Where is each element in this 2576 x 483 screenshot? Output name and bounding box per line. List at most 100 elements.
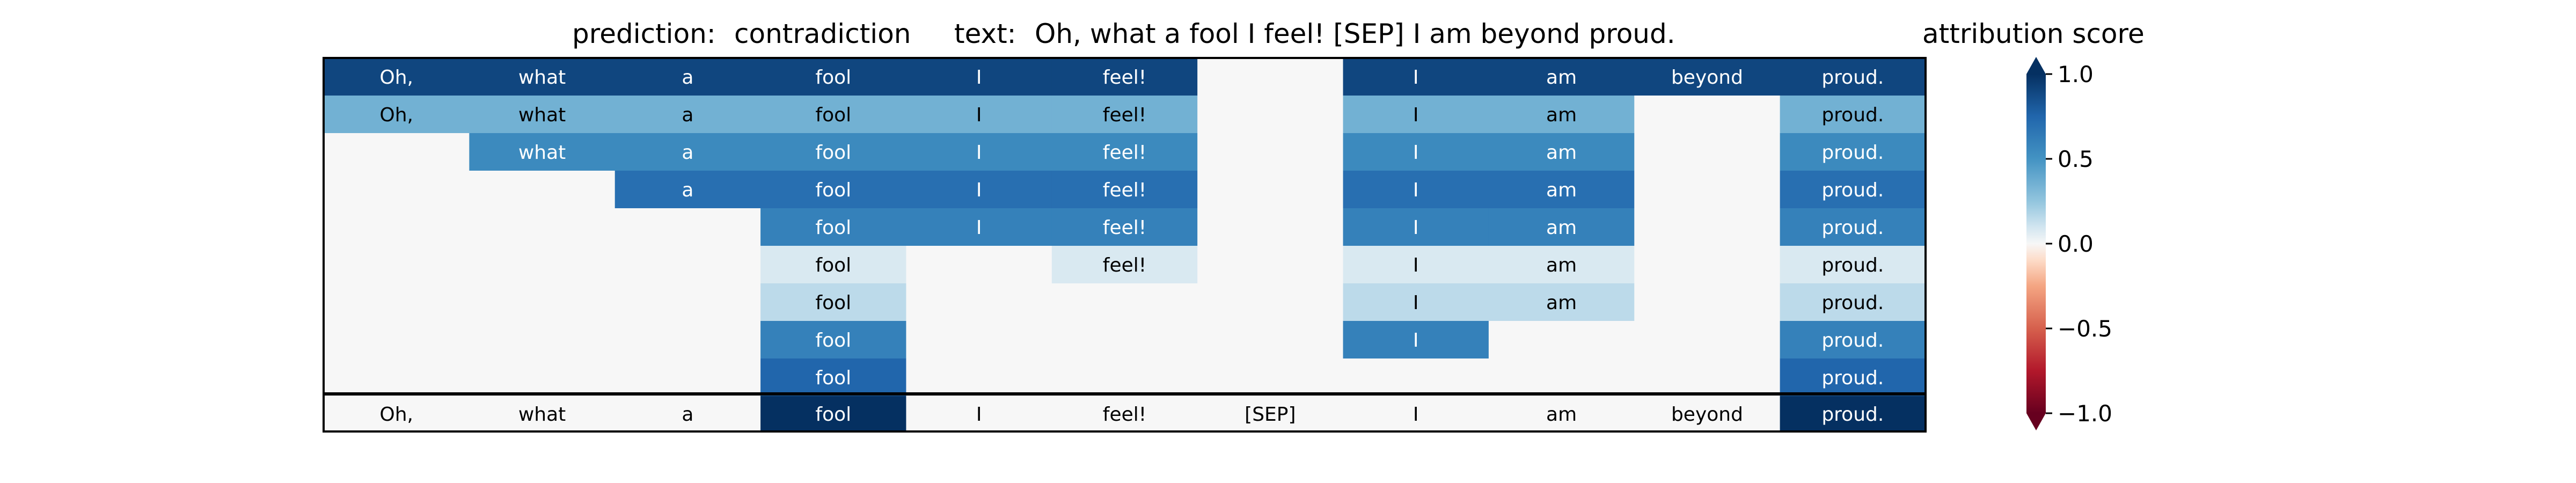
colorbar-tick-label-1: 0.5: [2058, 146, 2094, 172]
heatmap-cell-r1-c9: [1634, 96, 1781, 134]
heatmap-cell-r6-c1: [469, 283, 616, 321]
heatmap-cell-r5-c7: [1343, 246, 1489, 284]
heatmap-cell-r5-c2: [614, 246, 761, 284]
token-label-r0-c9: beyond: [1671, 67, 1743, 89]
heatmap-cell-r4-c0: [324, 208, 470, 246]
heatmap-cell-r1-c5: [1051, 96, 1198, 134]
heatmap-cell-r9-c0: [324, 396, 470, 432]
token-label-r4-c7: I: [1413, 217, 1419, 239]
token-label-r2-c5: feel!: [1103, 142, 1146, 164]
heatmap-cell-r5-c3: [760, 246, 907, 284]
token-label-r5-c5: feel!: [1103, 254, 1146, 276]
heatmap-cell-r5-c0: [324, 246, 470, 284]
token-label-r8-c3: fool: [815, 367, 851, 389]
heatmap-cell-r9-c4: [906, 396, 1052, 432]
token-label-r9-c6: [SEP]: [1245, 404, 1296, 426]
heatmap-cell-r1-c3: [760, 96, 907, 134]
token-label-r4-c4: I: [976, 217, 982, 239]
heatmap-cell-r6-c7: [1343, 283, 1489, 321]
heatmap-cell-r9-c2: [614, 396, 761, 432]
token-label-r6-c10: proud.: [1821, 292, 1884, 314]
token-label-r1-c3: fool: [815, 104, 851, 126]
token-label-r3-c8: am: [1546, 179, 1577, 201]
token-label-r0-c10: proud.: [1821, 67, 1884, 89]
heatmap-cell-r7-c9: [1634, 321, 1781, 359]
heatmap-cell-r0-c0: [324, 58, 470, 96]
heatmap-cell-r2-c0: [324, 133, 470, 171]
heatmap-cell-r4-c6: [1197, 208, 1344, 246]
heatmap-cell-r5-c1: [469, 246, 616, 284]
token-label-r9-c1: what: [518, 404, 566, 426]
token-label-r9-c10: proud.: [1821, 404, 1884, 426]
heatmap-cell-r6-c6: [1197, 283, 1344, 321]
token-label-r5-c10: proud.: [1821, 254, 1884, 276]
token-label-r6-c3: fool: [815, 292, 851, 314]
heatmap-cell-r4-c2: [614, 208, 761, 246]
heatmap-cell-r6-c10: [1780, 283, 1926, 321]
heatmap-cell-r2-c4: [906, 133, 1052, 171]
heatmap-cell-r3-c5: [1051, 171, 1198, 209]
heatmap-cell-r1-c0: [324, 96, 470, 134]
token-label-r9-c3: fool: [815, 404, 851, 426]
heatmap-cell-r9-c8: [1488, 396, 1635, 432]
token-label-r4-c8: am: [1546, 217, 1577, 239]
heatmap-cell-r7-c10: [1780, 321, 1926, 359]
heatmap-cell-r5-c6: [1197, 246, 1344, 284]
heatmap-cell-r1-c2: [614, 96, 761, 134]
token-label-r2-c8: am: [1546, 142, 1577, 164]
colorbar-ticks: 1.0 0.5 0.0 −0.5 −1.0: [2046, 61, 2112, 427]
heatmap-cell-r2-c8: [1488, 133, 1635, 171]
token-label-r5-c7: I: [1413, 254, 1419, 276]
token-label-r7-c3: fool: [815, 330, 851, 352]
text-prefix: text:: [954, 18, 1016, 49]
token-label-r3-c3: fool: [815, 179, 851, 201]
heatmap-cell-r5-c9: [1634, 246, 1781, 284]
heatmap-cell-r6-c8: [1488, 283, 1635, 321]
token-label-r5-c3: fool: [815, 254, 851, 276]
heatmap-cell-r7-c5: [1051, 321, 1198, 359]
heatmap-cell-r8-c5: [1051, 358, 1198, 397]
heatmap-cell-r9-c5: [1051, 396, 1198, 432]
token-label-r9-c5: feel!: [1103, 404, 1146, 426]
prediction-prefix: prediction:: [572, 18, 716, 49]
token-label-r7-c10: proud.: [1821, 330, 1884, 352]
token-label-r9-c9: beyond: [1671, 404, 1743, 426]
token-label-r4-c10: proud.: [1821, 217, 1884, 239]
heatmap-cell-r2-c7: [1343, 133, 1489, 171]
heatmap-cell-r9-c10: [1780, 396, 1926, 432]
heatmap-cell-r8-c4: [906, 358, 1052, 397]
heatmap-cell-r8-c1: [469, 358, 616, 397]
heatmap-cell-r0-c10: [1780, 58, 1926, 96]
heatmap-cell-r5-c8: [1488, 246, 1635, 284]
heatmap-frame: [323, 57, 1927, 433]
colorbar-tick-label-2: 0.0: [2058, 231, 2094, 257]
heatmap-cell-r3-c8: [1488, 171, 1635, 209]
heatmap-cell-r5-c10: [1780, 246, 1926, 284]
token-label-r1-c5: feel!: [1103, 104, 1146, 126]
heatmap-cell-r4-c4: [906, 208, 1052, 246]
token-label-r9-c0: Oh,: [379, 404, 413, 426]
heatmap-cell-r7-c2: [614, 321, 761, 359]
heatmap-cell-r1-c8: [1488, 96, 1635, 134]
token-label-r0-c0: Oh,: [379, 67, 413, 89]
token-label-r7-c7: I: [1413, 330, 1419, 352]
colorbar-tick-label-0: 1.0: [2058, 61, 2094, 87]
heatmap-cell-r9-c6: [1197, 396, 1344, 432]
heatmap-cell-r3-c0: [324, 171, 470, 209]
heatmap-cell-r4-c10: [1780, 208, 1926, 246]
heatmap-cell-r2-c1: [469, 133, 616, 171]
token-label-r0-c2: a: [682, 67, 693, 89]
token-label-r6-c8: am: [1546, 292, 1577, 314]
token-label-r0-c3: fool: [815, 67, 851, 89]
heatmap-cell-r8-c10: [1780, 358, 1926, 397]
token-label-r3-c7: I: [1413, 179, 1419, 201]
colorbar-gradient: [2026, 74, 2046, 413]
token-label-r1-c1: what: [518, 104, 566, 126]
heatmap-cell-r9-c1: [469, 396, 616, 432]
heatmap-cell-r4-c9: [1634, 208, 1781, 246]
heatmap-cell-r1-c4: [906, 96, 1052, 134]
heatmap-cell-r7-c1: [469, 321, 616, 359]
heatmap-cell-r0-c7: [1343, 58, 1489, 96]
heatmap-cell-r3-c10: [1780, 171, 1926, 209]
heatmap-cell-r8-c6: [1197, 358, 1344, 397]
